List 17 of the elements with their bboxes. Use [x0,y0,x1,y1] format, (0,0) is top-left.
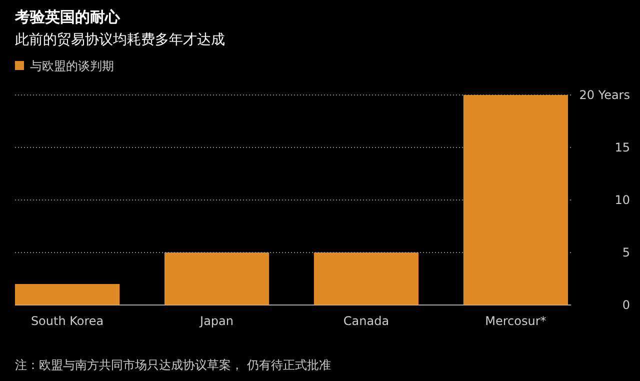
bar [164,252,270,305]
x-tick-label: Japan [199,314,234,328]
text: 注：欧盟与南方共同市场只达成协议草案， 仍有待正式批准 [15,358,331,372]
bar [314,252,419,305]
x-tick-label: Canada [343,314,390,328]
y-tick-label: 10 [614,193,630,207]
y-tick-label: 0 [622,298,630,312]
x-tick-label: South Korea [30,314,104,328]
bar [15,284,120,305]
legend-label: 与欧盟的谈判期 [30,59,114,73]
x-tick-label: Mercosur* [485,314,546,328]
chart-subtitle: 此前的贸易协议均耗费多年才达成 [15,32,225,48]
bar [463,95,568,305]
y-tick-label: 15 [614,140,630,154]
chart-title: 考验英国的耐心 [14,8,121,26]
y-tick-label: 20 Years [579,88,630,102]
y-tick-label: 5 [622,246,630,260]
